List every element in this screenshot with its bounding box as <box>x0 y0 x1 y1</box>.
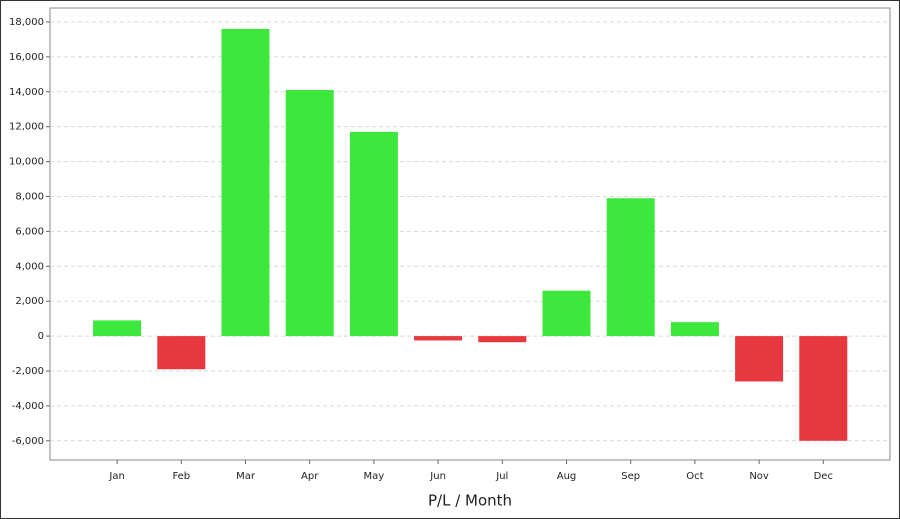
x-tick-label: Apr <box>301 471 319 482</box>
bar <box>285 90 334 337</box>
bar <box>478 336 527 343</box>
x-tick-label: Oct <box>686 471 703 482</box>
y-tick-label: -2,000 <box>12 366 44 377</box>
y-tick-label: 10,000 <box>9 157 44 168</box>
y-tick-label: -4,000 <box>12 401 44 412</box>
y-tick-label: -6,000 <box>12 436 44 447</box>
bar <box>670 322 719 337</box>
y-tick-label: 6,000 <box>15 226 44 237</box>
y-tick-label: 18,000 <box>9 17 44 28</box>
x-tick-label: Aug <box>557 471 577 482</box>
plot-area <box>49 7 891 461</box>
bar <box>735 336 784 382</box>
bar <box>542 290 591 337</box>
x-tick-label: Sep <box>621 471 640 482</box>
x-tick-label: Nov <box>749 471 769 482</box>
x-tick-label: May <box>364 471 385 482</box>
x-tick-label: Jul <box>495 471 508 482</box>
x-tick-label: Dec <box>814 471 833 482</box>
bar <box>606 198 655 337</box>
bar <box>93 320 142 337</box>
y-tick-label: 14,000 <box>9 87 44 98</box>
bar <box>349 131 398 337</box>
y-tick-label: 16,000 <box>9 52 44 63</box>
y-tick-label: 8,000 <box>15 191 44 202</box>
y-tick-label: 0 <box>38 331 44 342</box>
x-tick-label: Feb <box>172 471 190 482</box>
x-tick-label: Jun <box>429 471 446 482</box>
bar <box>799 336 848 441</box>
y-tick-label: 4,000 <box>15 261 44 272</box>
x-axis-label: P/L / Month <box>428 492 512 510</box>
x-tick-label: Jan <box>108 471 124 482</box>
x-tick-label: Mar <box>236 471 256 482</box>
bar <box>157 336 206 370</box>
y-tick-label: 2,000 <box>15 296 44 307</box>
bar <box>221 28 270 337</box>
bar <box>414 336 463 341</box>
y-tick-label: 12,000 <box>9 122 44 133</box>
